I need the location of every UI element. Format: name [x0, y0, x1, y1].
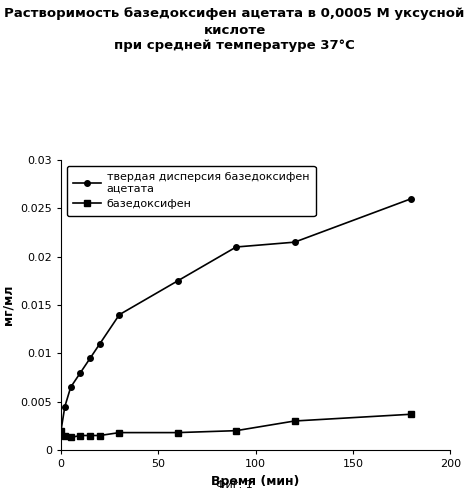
твердая дисперсия базедоксифен
ацетата: [62, 404, 68, 409]
базедоксифен: [233, 428, 239, 434]
твердая дисперсия базедоксифен
ацетата: [175, 278, 181, 284]
базедоксифен: [175, 430, 181, 436]
Text: Фиг. 1: Фиг. 1: [216, 480, 253, 490]
Y-axis label: мг/мл: мг/мл: [1, 285, 15, 325]
Legend: твердая дисперсия базедоксифен
ацетата, базедоксифен: твердая дисперсия базедоксифен ацетата, …: [67, 166, 316, 216]
твердая дисперсия базедоксифен
ацетата: [77, 370, 83, 376]
X-axis label: Время (мин): Время (мин): [212, 474, 300, 488]
базедоксифен: [408, 411, 414, 417]
твердая дисперсия базедоксифен
ацетата: [58, 428, 64, 434]
Line: твердая дисперсия базедоксифен
ацетата: твердая дисперсия базедоксифен ацетата: [58, 196, 414, 434]
твердая дисперсия базедоксифен
ацетата: [292, 239, 297, 245]
базедоксифен: [77, 432, 83, 438]
базедоксифен: [62, 432, 68, 438]
твердая дисперсия базедоксифен
ацетата: [233, 244, 239, 250]
твердая дисперсия базедоксифен
ацетата: [408, 196, 414, 202]
базедоксифен: [58, 428, 64, 434]
твердая дисперсия базедоксифен
ацетата: [116, 312, 122, 318]
твердая дисперсия базедоксифен
ацетата: [97, 340, 103, 346]
Line: базедоксифен: базедоксифен: [58, 412, 414, 440]
твердая дисперсия базедоксифен
ацетата: [68, 384, 74, 390]
базедоксифен: [97, 432, 103, 438]
базедоксифен: [68, 434, 74, 440]
Text: Растворимость базедоксифен ацетата в 0,0005 М уксусной
кислоте
при средней темпе: Растворимость базедоксифен ацетата в 0,0…: [4, 8, 465, 52]
базедоксифен: [292, 418, 297, 424]
базедоксифен: [116, 430, 122, 436]
базедоксифен: [87, 432, 93, 438]
твердая дисперсия базедоксифен
ацетата: [87, 355, 93, 361]
